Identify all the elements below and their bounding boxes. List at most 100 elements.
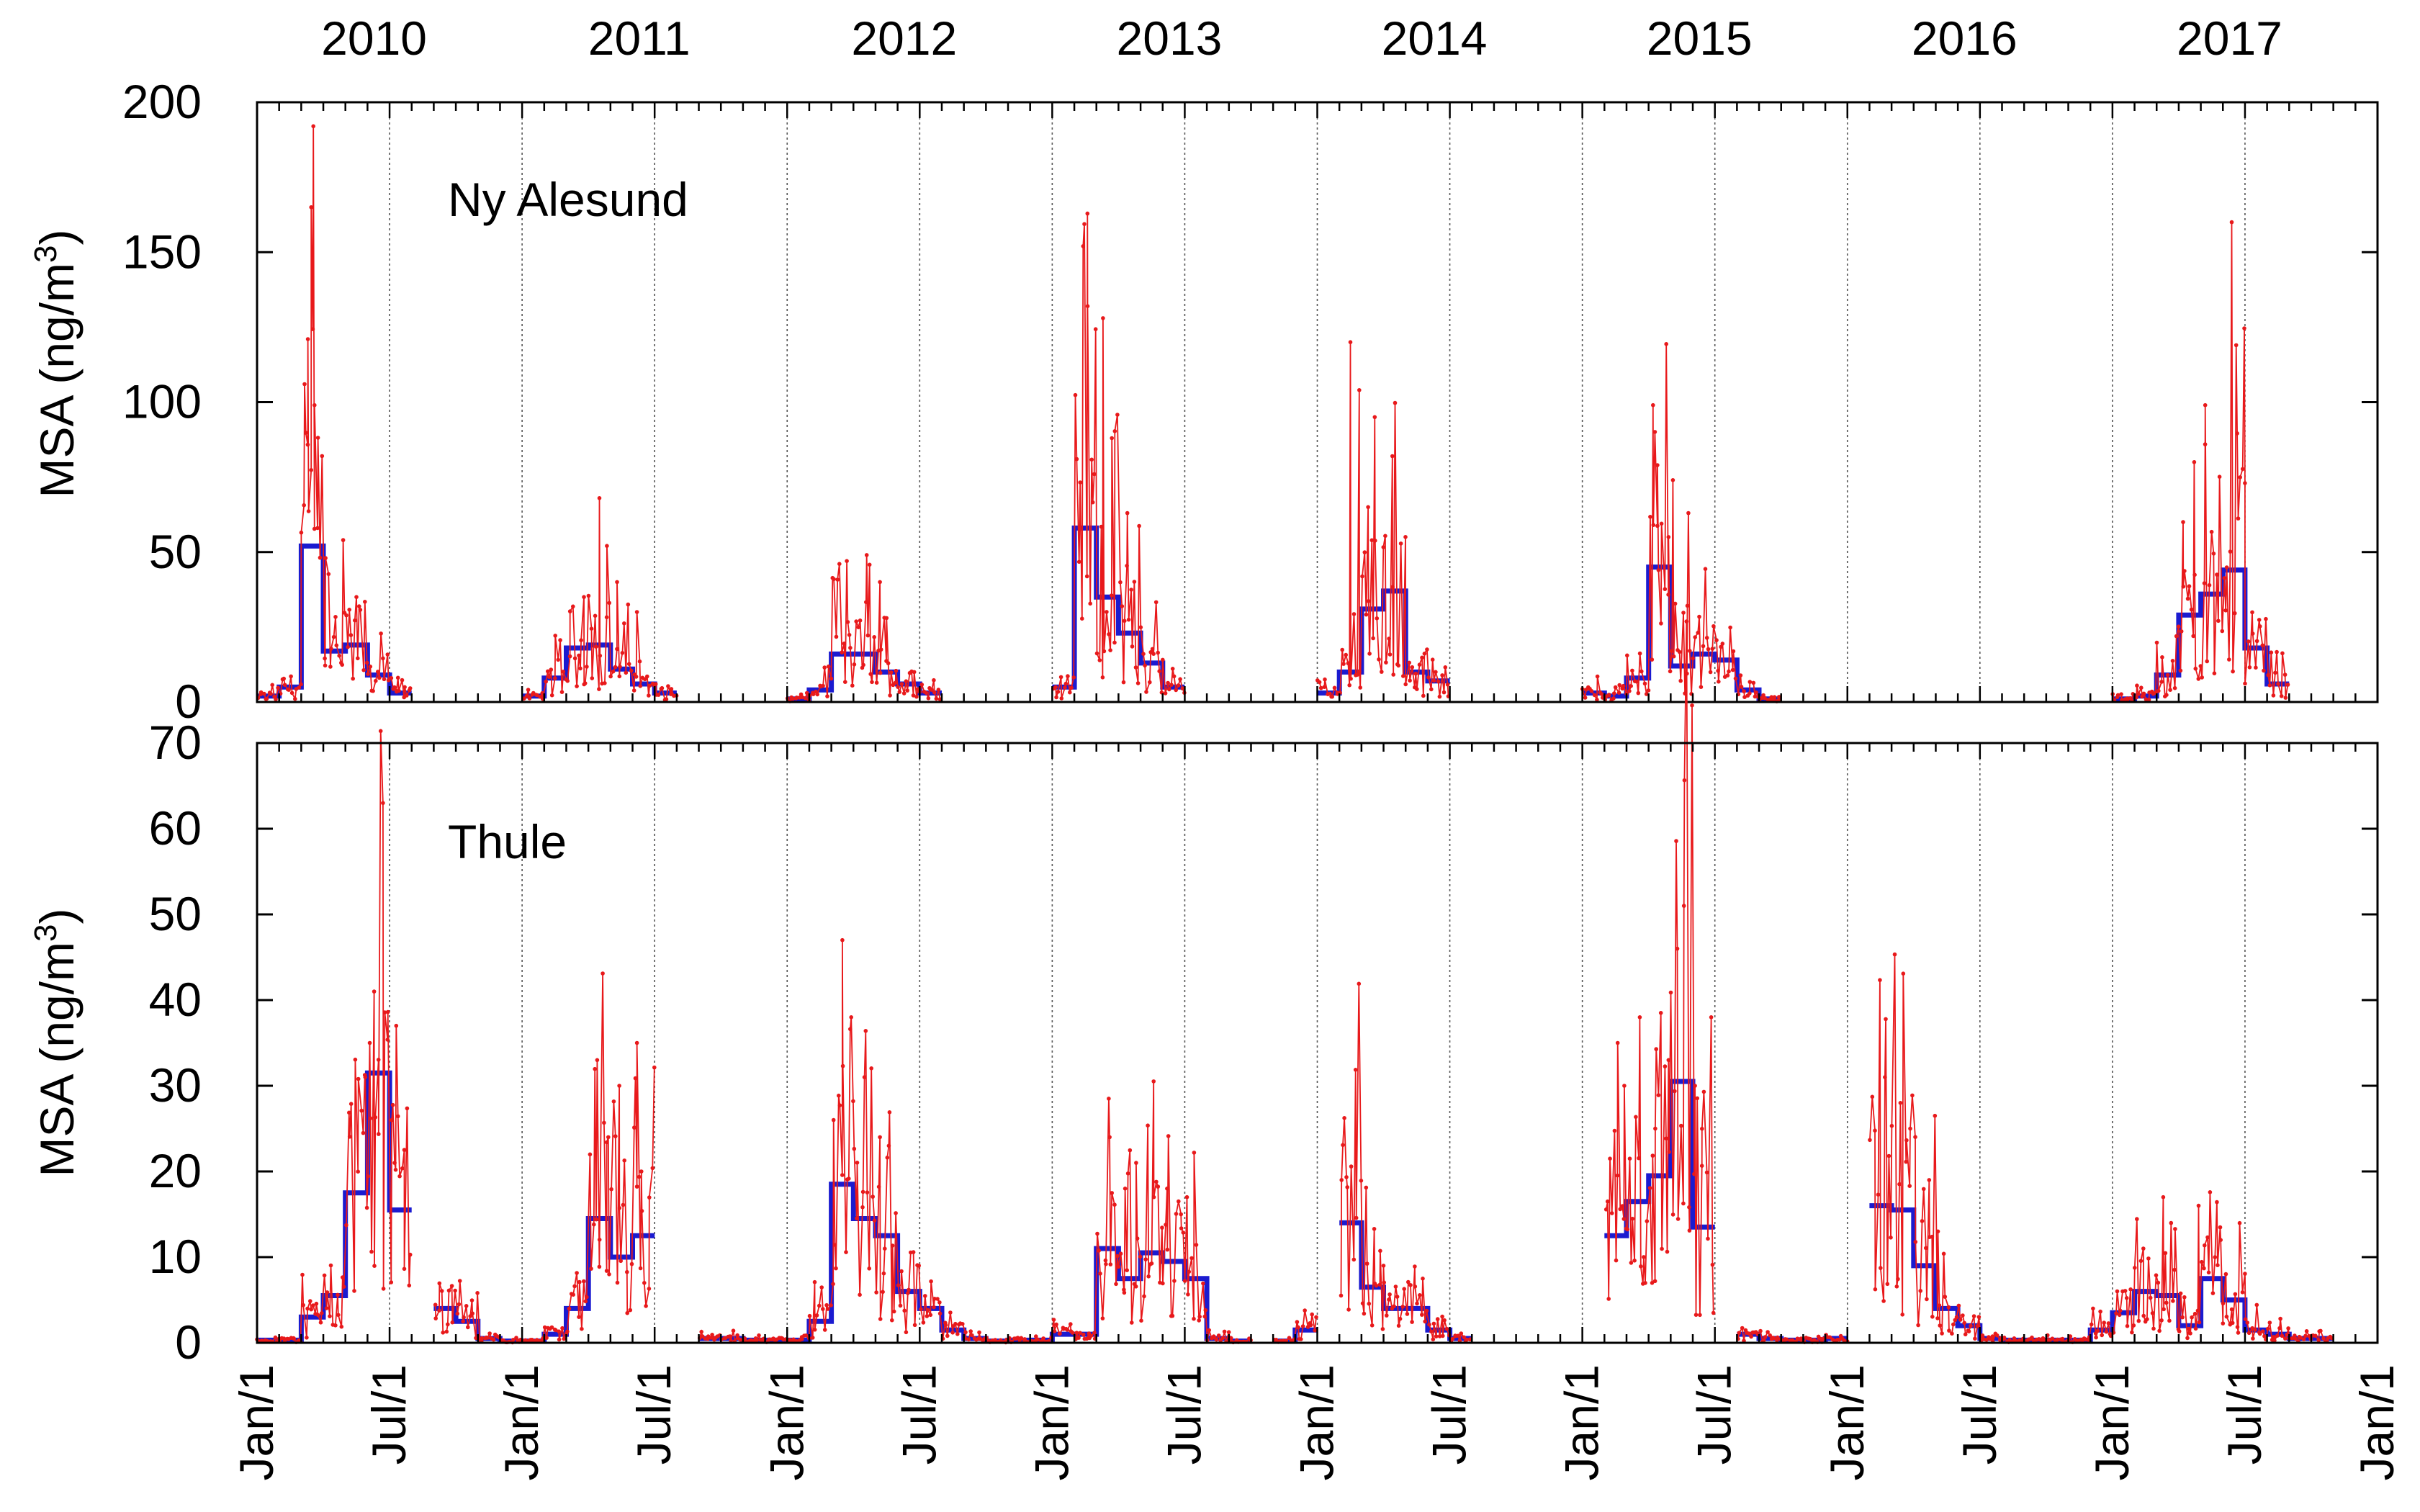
ny-alesund-daily-point: [1445, 683, 1450, 687]
thule-daily-point: [2218, 1238, 2223, 1242]
ny-alesund-daily-point: [608, 674, 613, 679]
ny-alesund-daily-point: [1110, 593, 1114, 598]
ny-alesund-daily-point: [1703, 567, 1708, 571]
ny-alesund-daily-point: [2140, 694, 2144, 699]
ny-alesund-daily-point: [1054, 695, 1058, 700]
thule-daily-point: [840, 1063, 845, 1068]
ny-alesund-daily-point: [1655, 523, 1660, 528]
thule-daily-point: [1675, 1217, 1681, 1221]
thule-daily-point: [1664, 1136, 1668, 1140]
ny-alesund-daily-point: [868, 672, 873, 676]
thule-daily-point: [1681, 1201, 1686, 1206]
thule-daily-point: [2304, 1329, 2309, 1333]
ny-alesund-daily-point: [878, 670, 883, 675]
ny-alesund-daily-point: [1372, 415, 1377, 420]
ny-alesund-daily-point: [1082, 222, 1087, 227]
ny-alesund-daily-point: [2215, 572, 2219, 577]
thule-daily-point: [1870, 1094, 1875, 1099]
thule-daily-point: [834, 1266, 838, 1271]
ny-alesund-daily-point: [306, 509, 311, 513]
ny-alesund-daily-point: [1733, 676, 1738, 681]
thule-daily-point: [1402, 1287, 1406, 1291]
ny-alesund-daily-point: [835, 577, 840, 582]
thule-daily-point: [862, 1075, 867, 1079]
thule-daily-point: [2275, 1333, 2280, 1338]
thule-daily-point: [600, 971, 605, 976]
ny-alesund-daily-point: [2238, 475, 2242, 480]
thule-daily-point: [2243, 1272, 2247, 1276]
thule-daily-point: [1608, 1156, 1612, 1161]
thule-daily-point: [314, 1301, 319, 1306]
ny-alesund-daily-point: [893, 680, 898, 685]
thule-daily-point: [1151, 1079, 1156, 1084]
thule-daily-point: [898, 1303, 903, 1308]
thule-daily-point: [2298, 1336, 2303, 1340]
thule-daily-point: [487, 1331, 492, 1336]
ny-alesund-daily-point: [1151, 652, 1156, 656]
ny-alesund-daily-point: [874, 680, 879, 685]
ny-alesund-daily-point: [645, 674, 649, 679]
ny-alesund-daily-point: [1178, 677, 1182, 682]
thule-daily-point: [2267, 1320, 2272, 1325]
thule-daily-point: [1222, 1329, 1227, 1334]
thule-daily-point: [1976, 1315, 1982, 1319]
thule-daily-point: [2094, 1335, 2098, 1340]
thule-daily-point: [514, 1336, 518, 1340]
thule-daily-point: [369, 1249, 374, 1254]
thule-daily-point: [881, 1290, 885, 1295]
ny-alesund-daily-point: [1357, 669, 1362, 674]
thule-daily-point: [1142, 1294, 1146, 1299]
thule-daily-point: [1990, 1334, 1995, 1338]
thule-daily-point: [395, 1114, 400, 1119]
thule-daily-point: [1913, 1135, 1917, 1139]
ny-alesund-daily-point: [582, 595, 586, 599]
thule-daily-point: [896, 1283, 901, 1287]
ny-alesund-daily-point: [589, 626, 594, 631]
ny-alesund-daily-point: [2203, 442, 2208, 446]
ny-alesund-daily-point: [613, 665, 618, 670]
ny-alesund-daily-point: [2220, 629, 2225, 634]
ny-alesund-daily-point: [1118, 580, 1123, 585]
thule-daily-point: [381, 1287, 386, 1291]
thule-daily-point: [1174, 1212, 1179, 1216]
ny-alesund-daily-point: [303, 431, 308, 435]
ny-alesund-daily-point: [258, 690, 264, 695]
ny-alesund-daily-point: [2236, 516, 2241, 521]
thule-daily-point: [397, 1174, 402, 1179]
thule-daily-point: [840, 937, 845, 942]
thule-daily-point: [1154, 1179, 1159, 1184]
thule-daily-point: [932, 1297, 937, 1301]
thule-daily-point: [1122, 1290, 1127, 1295]
ny-alesund-daily-point: [848, 646, 853, 650]
ny-alesund-daily-point: [1391, 672, 1395, 677]
ny-alesund-daily-point: [392, 685, 397, 690]
ny-alesund-daily-point: [1719, 644, 1723, 649]
ny-alesund-daily-point: [1085, 211, 1090, 216]
ny-alesund-daily-point: [1401, 674, 1405, 678]
ny-alesund-daily-point: [919, 683, 925, 687]
thule-daily-point: [953, 1321, 958, 1326]
thule-daily-point: [912, 1323, 917, 1328]
ny-alesund-daily-point: [1153, 600, 1159, 605]
thule-daily-point: [2178, 1291, 2183, 1296]
thule-daily-point: [392, 1161, 397, 1165]
thule-daily-point: [1107, 1097, 1111, 1101]
thule-daily-point: [2293, 1333, 2297, 1338]
ny-alesund-daily-point: [620, 651, 625, 655]
ny-alesund-daily-point: [1725, 673, 1730, 678]
x-tick-label: Jul/1: [1423, 1364, 1476, 1464]
ny-alesund-daily-point: [850, 683, 855, 688]
thule-daily-point: [633, 1076, 638, 1081]
thule-daily-point: [935, 1297, 940, 1301]
ny-alesund-daily-point: [1141, 652, 1146, 656]
thule-daily-point: [1873, 1128, 1877, 1133]
thule-daily-point: [2125, 1323, 2130, 1328]
ny-alesund-daily-point: [526, 688, 531, 692]
thule-daily-point: [812, 1279, 817, 1284]
x-tick-label: Jan/1: [2350, 1364, 2403, 1480]
thule-daily-point: [2055, 1337, 2060, 1342]
thule-daily-trace: [1605, 621, 1714, 1315]
ny-alesund-daily-point: [1123, 618, 1127, 624]
thule-daily-point: [1218, 1338, 1223, 1343]
thule-daily-point: [1950, 1331, 1954, 1336]
